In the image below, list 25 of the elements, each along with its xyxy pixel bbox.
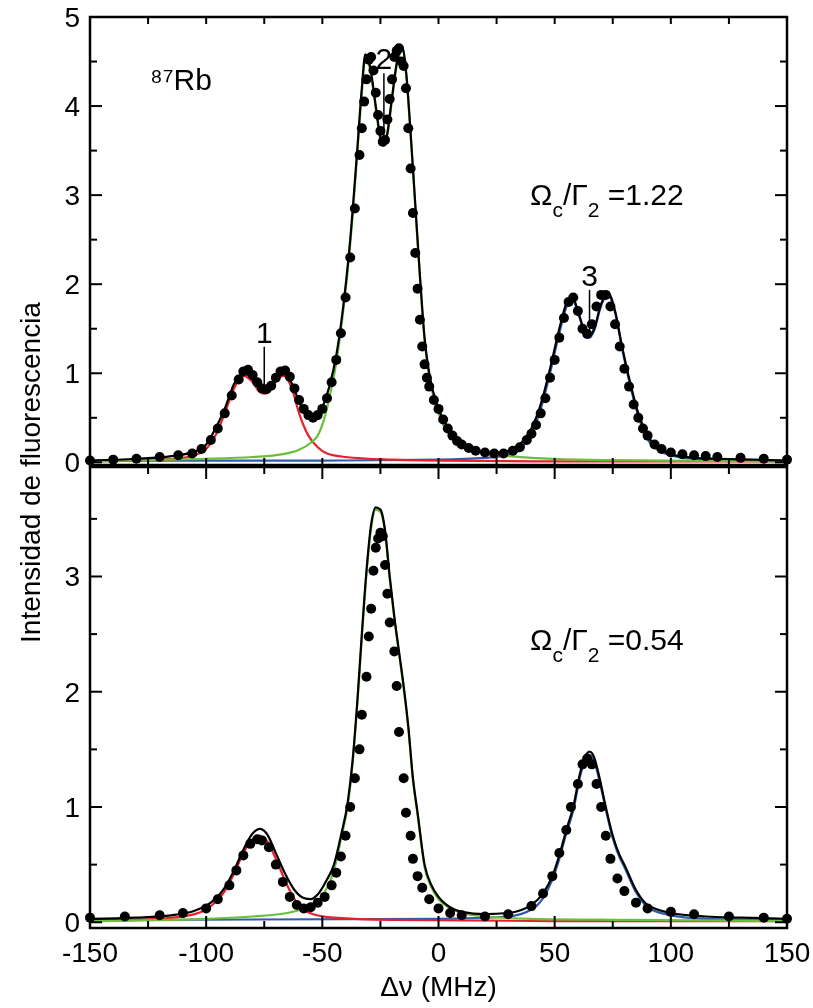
x-axis-title: Δν (MHz) — [380, 971, 497, 1002]
x-tick-label: -100 — [178, 937, 235, 968]
annotation: ⁸⁷Rb — [150, 63, 212, 96]
x-tick-label: 150 — [763, 937, 811, 968]
annotation: Ω$_{c}$/Γ$_{2}$ =0.54 — [530, 623, 684, 666]
annotation: 2 — [375, 42, 393, 76]
y-tick-label: 2 — [64, 676, 80, 708]
y-tick-label: 3 — [64, 561, 80, 593]
x-tick-label: -150 — [61, 937, 119, 968]
y-axis-title: Intensidad de fluorescencia — [15, 301, 46, 643]
annotation: 1 — [255, 315, 273, 349]
y-tick-label: 0 — [64, 447, 80, 479]
y-tick-label: 1 — [64, 358, 80, 390]
annotation: 3 — [581, 258, 598, 292]
y-tick-label: 1 — [64, 791, 80, 823]
y-tick-label: 0 — [64, 907, 80, 939]
y-tick-label: 2 — [64, 269, 80, 301]
x-tick-label: 50 — [539, 937, 571, 968]
y-tick-label: 3 — [64, 180, 80, 212]
y-tick-label: 5 — [64, 2, 80, 33]
y-tick-label: 4 — [64, 91, 80, 123]
x-tick-label: -50 — [302, 937, 343, 968]
x-tick-label: 100 — [647, 937, 695, 968]
x-tick-label: 0 — [430, 937, 447, 968]
annotation: Ω$_{c}$/Γ$_{2}$ =1.22 — [530, 178, 684, 221]
